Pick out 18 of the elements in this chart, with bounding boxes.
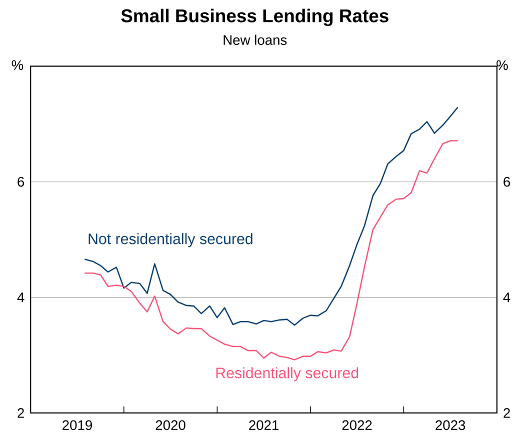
series-label: Not residentially secured xyxy=(88,233,252,248)
x-tick-label: 2020 xyxy=(156,420,186,430)
chart-subtitle: New loans xyxy=(224,34,287,46)
chart-title: Small Business Lending Rates xyxy=(121,8,388,26)
y-tick-label: 4 xyxy=(17,292,24,302)
y2-axis-title: % xyxy=(496,60,508,70)
x-tick-label: 2021 xyxy=(249,420,278,430)
x-tick-label: 2019 xyxy=(62,420,92,430)
line-series xyxy=(84,140,458,361)
y-tick-label: 6 xyxy=(18,177,24,187)
y-axis-title: % xyxy=(12,60,24,70)
y2-tick-label: 4 xyxy=(503,292,510,302)
y-tick-label: 2 xyxy=(18,408,24,418)
y2-tick-label: 6 xyxy=(504,177,510,187)
x-tick-label: 2023 xyxy=(436,420,466,430)
x-tick-label: 2022 xyxy=(342,420,372,430)
series-label: Residentially secured xyxy=(216,367,358,382)
y2-tick-label: 2 xyxy=(504,408,510,418)
